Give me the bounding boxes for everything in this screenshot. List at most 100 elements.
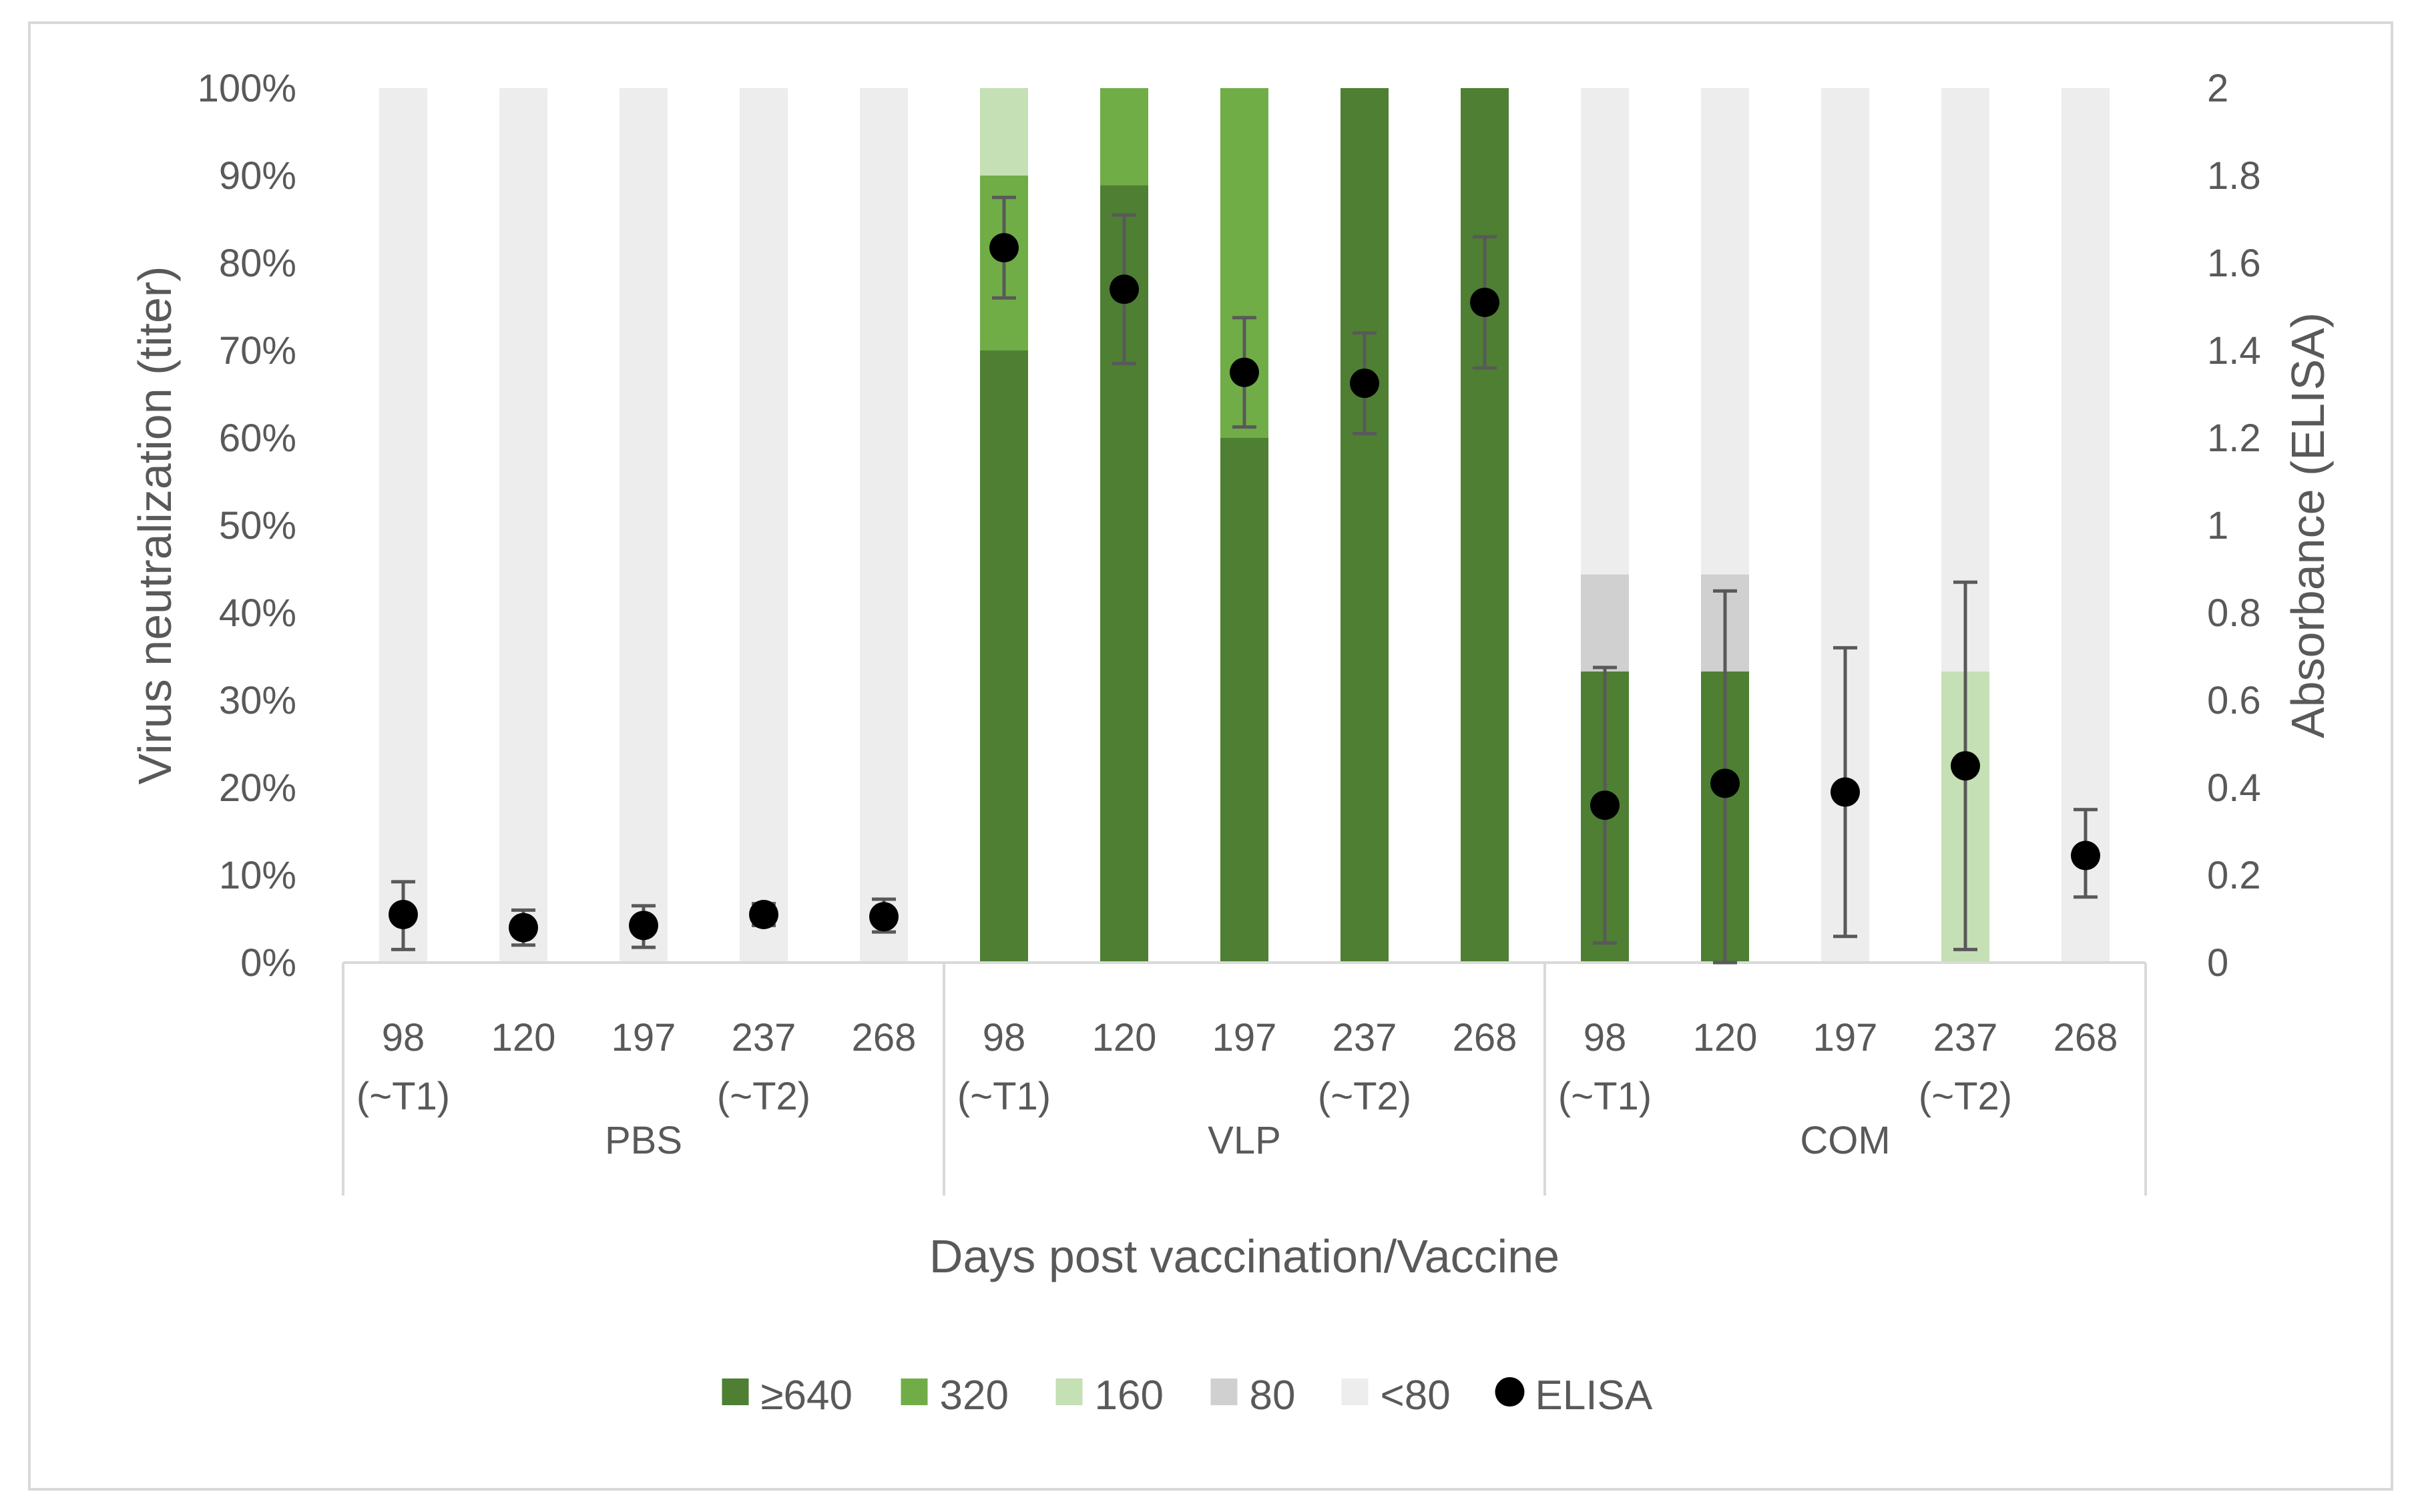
legend: ≥640 320 160 80 <80 ELISA (722, 1372, 1653, 1419)
elisa-point (1951, 751, 1980, 781)
elisa-point (1710, 768, 1740, 798)
bar-segment-1-6 (1100, 88, 1148, 186)
elisa-point (1230, 357, 1259, 387)
x-tick-label: 237 (1333, 1016, 1397, 1059)
y2-tick-label: 1 (2207, 504, 2228, 547)
elisa-point (1350, 368, 1379, 399)
legend-label: ≥640 (761, 1372, 853, 1419)
x-tick-label: 98 (983, 1016, 1026, 1059)
bar-segment-4-11 (1701, 88, 1749, 575)
x-tick-label: 120 (491, 1016, 556, 1059)
legend-label: 160 (1095, 1372, 1164, 1419)
y-tick-label: 20% (219, 766, 296, 810)
group-label: VLP (1208, 1119, 1281, 1162)
legend-swatch (722, 1378, 749, 1405)
x-tick-label: 237 (732, 1016, 796, 1059)
x-axis-title: Days post vaccination/Vaccine (929, 1230, 1559, 1282)
legend-swatch (901, 1378, 928, 1405)
legend-item: <80 (1341, 1372, 1451, 1419)
x-tick-label: 98 (382, 1016, 425, 1059)
y-tick-label: 60% (219, 417, 296, 460)
legend-label: 80 (1250, 1372, 1296, 1419)
y-tick-label: 80% (219, 242, 296, 285)
bar-segment-4-10 (1581, 88, 1629, 575)
bar-segment-0-7 (1220, 438, 1268, 963)
bar-segment-4-13 (1941, 88, 1989, 672)
y2-axis-title: Absorbance (ELISA) (2282, 312, 2334, 738)
elisa-point (2071, 840, 2100, 870)
y2-tick-label: 2 (2207, 67, 2228, 110)
x-tick-label: 237 (1933, 1016, 1998, 1059)
elisa-point (1590, 790, 1620, 820)
y-tick-label: 90% (219, 154, 296, 198)
x-tick-sublabel: (~T1) (957, 1075, 1051, 1118)
legend-label: ELISA (1535, 1372, 1653, 1419)
x-tick-label: 268 (1453, 1016, 1517, 1059)
legend-label: 320 (940, 1372, 1009, 1419)
y2-tick-label: 1.2 (2207, 417, 2261, 460)
group-label: COM (1800, 1119, 1890, 1162)
bar-segment-4-4 (860, 88, 908, 963)
legend-swatch (1341, 1378, 1369, 1405)
x-tick-label: 268 (852, 1016, 917, 1059)
group-label: PBS (605, 1119, 682, 1162)
y-axis-title: Virus neutralization (titer) (129, 266, 181, 785)
bar-segment-2-5 (980, 88, 1028, 176)
x-tick-sublabel: (~T1) (1558, 1075, 1652, 1118)
x-tick-label: 120 (1693, 1016, 1758, 1059)
x-tick-label: 268 (2053, 1016, 2118, 1059)
chart-frame: 0% 10% 20% 30% 40% 50% 60% 70% 80% 90% 100% 0 0.2 0.4… (28, 21, 2393, 1491)
y2-tick-label: 1.4 (2207, 329, 2261, 372)
axes: 0% 10% 20% 30% 40% 50% 60% 70% 80% 90% 100% 0 0.2 0.4… (198, 67, 2261, 985)
legend-swatch (1210, 1378, 1238, 1405)
bar-segment-4-3 (740, 88, 788, 963)
elisa-point (509, 913, 538, 943)
x-tick-label: 197 (1212, 1016, 1277, 1059)
y-tick-label: 0% (240, 941, 296, 985)
elisa-point (1470, 287, 1499, 317)
elisa-point (1110, 274, 1139, 304)
bar-segment-0-8 (1341, 88, 1389, 963)
legend-item: ELISA (1495, 1372, 1653, 1419)
x-tick-sublabel: (~T2) (717, 1075, 810, 1118)
x-tick-sublabel: (~T1) (356, 1075, 450, 1118)
y2-tick-label: 0.6 (2207, 679, 2261, 722)
y2-tick-label: 1.8 (2207, 154, 2261, 198)
elisa-point (389, 899, 418, 929)
y-tick-label: 70% (219, 329, 296, 372)
y-tick-label: 10% (219, 854, 296, 897)
bars (379, 88, 2110, 963)
x-tick-sublabel: (~T2) (1919, 1075, 2012, 1118)
elisa-point (749, 899, 778, 929)
legend-label: <80 (1381, 1372, 1451, 1419)
x-tick-label: 120 (1092, 1016, 1157, 1059)
legend-marker (1495, 1377, 1525, 1407)
bar-segment-4-1 (499, 88, 547, 963)
bar-segment-4-0 (379, 88, 427, 963)
x-tick-sublabel: (~T2) (1318, 1075, 1411, 1118)
legend-item: 320 (901, 1372, 1009, 1419)
y-tick-label: 100% (198, 67, 296, 110)
elisa-points (389, 196, 2100, 965)
elisa-point (629, 911, 658, 941)
legend-swatch (1055, 1378, 1083, 1405)
y2-tick-label: 1.6 (2207, 242, 2261, 285)
x-categories: 98 (~T1) 120 197 237 (~T2) 268 PBS 98 (~T1) 120 197… (342, 963, 2147, 1196)
legend-item: 80 (1210, 1372, 1296, 1419)
bar-segment-4-2 (620, 88, 668, 963)
x-tick-label: 197 (1813, 1016, 1878, 1059)
x-tick-label: 197 (612, 1016, 676, 1059)
x-tick-label: 98 (1584, 1016, 1627, 1059)
legend-item: ≥640 (722, 1372, 853, 1419)
bar-segment-0-9 (1461, 88, 1509, 963)
bar-segment-0-5 (980, 350, 1028, 963)
y2-tick-label: 0.4 (2207, 766, 2261, 810)
y2-tick-label: 0 (2207, 941, 2228, 985)
y-tick-label: 30% (219, 679, 296, 722)
elisa-point (869, 902, 899, 932)
y-tick-label: 50% (219, 504, 296, 547)
y-tick-label: 40% (219, 591, 296, 635)
y2-tick-label: 0.2 (2207, 854, 2261, 897)
elisa-point (989, 233, 1019, 263)
bar-segment-3-10 (1581, 574, 1629, 672)
